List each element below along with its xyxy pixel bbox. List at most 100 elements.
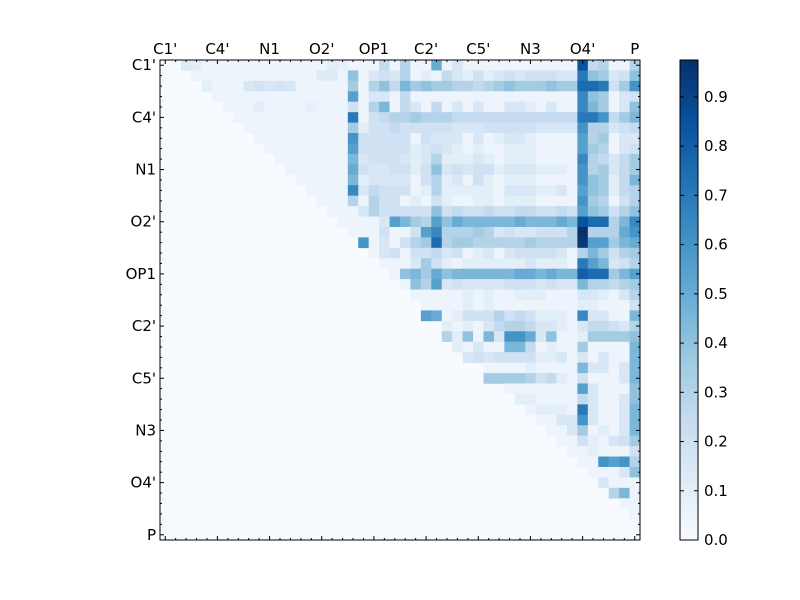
heatmap-cell (577, 393, 589, 405)
heatmap-cell (462, 216, 474, 228)
heatmap-cell (546, 153, 557, 165)
heatmap-cell (504, 70, 516, 82)
heatmap-cell (358, 206, 369, 217)
heatmap-cell (389, 70, 401, 82)
heatmap-cell (264, 80, 276, 92)
heatmap-cell (483, 101, 495, 113)
heatmap-cell (629, 487, 641, 499)
heatmap-cell (420, 153, 432, 165)
heatmap-cell (535, 404, 547, 416)
heatmap-frame (159, 59, 641, 541)
heatmap-cell (525, 373, 536, 384)
colorbar-tick-label: 0.0 (704, 531, 728, 549)
heatmap-cell (358, 153, 369, 165)
heatmap-cell (608, 195, 620, 207)
heatmap-cell (295, 164, 307, 176)
heatmap-cell (546, 352, 557, 363)
heatmap-cell (316, 164, 328, 176)
heatmap-cell (629, 300, 641, 311)
heatmap-cell (556, 185, 568, 196)
heatmap-cell (514, 331, 526, 343)
heatmap-cell (566, 153, 578, 165)
heatmap-cell (264, 70, 276, 82)
y-tick-label: C1' (132, 56, 156, 74)
heatmap-cell (598, 122, 609, 134)
heatmap-cell (493, 164, 505, 176)
heatmap-cell (253, 80, 265, 92)
heatmap-cell (452, 195, 463, 207)
heatmap-cell (493, 91, 505, 103)
heatmap-cell (473, 70, 484, 82)
heatmap-cell (598, 80, 609, 92)
heatmap-cell (608, 456, 620, 468)
heatmap-cell (608, 341, 620, 353)
heatmap-cell (358, 164, 369, 176)
heatmap-cell (462, 143, 474, 155)
heatmap-cell (326, 122, 338, 134)
heatmap-cell (452, 70, 463, 82)
heatmap-cell (462, 195, 474, 207)
heatmap-cell (504, 341, 516, 353)
heatmap-cell (556, 80, 568, 92)
heatmap-cell (483, 216, 495, 228)
heatmap-cell (452, 300, 463, 311)
heatmap-cell (514, 268, 526, 280)
heatmap-cell (587, 331, 599, 343)
heatmap-cell (577, 216, 589, 228)
heatmap-cell (473, 206, 484, 217)
heatmap-cell (285, 112, 296, 123)
heatmap-cell (629, 101, 641, 113)
heatmap-cell (598, 258, 609, 269)
heatmap-cell (587, 341, 599, 353)
heatmap-cell (525, 195, 536, 207)
heatmap-cell (264, 133, 276, 144)
heatmap-cell (441, 279, 453, 290)
heatmap-cell (358, 91, 369, 103)
heatmap-cell (577, 320, 589, 332)
heatmap-cell (514, 300, 526, 311)
heatmap-cell (525, 320, 536, 332)
heatmap-cell (441, 268, 453, 280)
heatmap-cell (337, 70, 349, 82)
heatmap-cell (525, 393, 536, 405)
heatmap-cell (483, 206, 495, 217)
heatmap-cell (598, 247, 609, 259)
heatmap-cell (546, 300, 557, 311)
heatmap-cell (379, 112, 390, 123)
heatmap-cell (462, 164, 474, 176)
heatmap-cell (274, 153, 286, 165)
colorbar-gradient (679, 59, 699, 541)
heatmap-cell (535, 258, 547, 269)
heatmap-cell (629, 80, 641, 92)
heatmap-cell (473, 300, 484, 311)
heatmap-cell (525, 60, 536, 71)
heatmap-cell (493, 289, 505, 301)
heatmap-cell (619, 80, 630, 92)
heatmap-cell (566, 122, 578, 134)
heatmap-cell (608, 70, 620, 82)
heatmap-cell (587, 383, 599, 395)
heatmap-cell (608, 446, 620, 457)
heatmap-cell (379, 237, 390, 249)
heatmap-cell (504, 373, 516, 384)
heatmap-cell (452, 226, 463, 238)
heatmap-cell (556, 91, 568, 103)
heatmap-cell (452, 80, 463, 92)
heatmap-cell (431, 122, 443, 134)
heatmap-cell (504, 80, 516, 92)
heatmap-cell (608, 404, 620, 416)
heatmap-cell (577, 153, 589, 165)
heatmap-cell (556, 414, 568, 426)
heatmap-cell (587, 133, 599, 144)
heatmap-cell (598, 60, 609, 71)
heatmap-cell (598, 143, 609, 155)
heatmap-cell (316, 70, 328, 82)
heatmap-cell (441, 80, 453, 92)
heatmap-cell (410, 112, 422, 123)
heatmap-cell (629, 466, 641, 478)
heatmap-cell (452, 258, 463, 269)
heatmap-cell (358, 143, 369, 155)
heatmap-cell (514, 310, 526, 322)
heatmap-cell (347, 60, 359, 71)
heatmap-cell (295, 101, 307, 113)
